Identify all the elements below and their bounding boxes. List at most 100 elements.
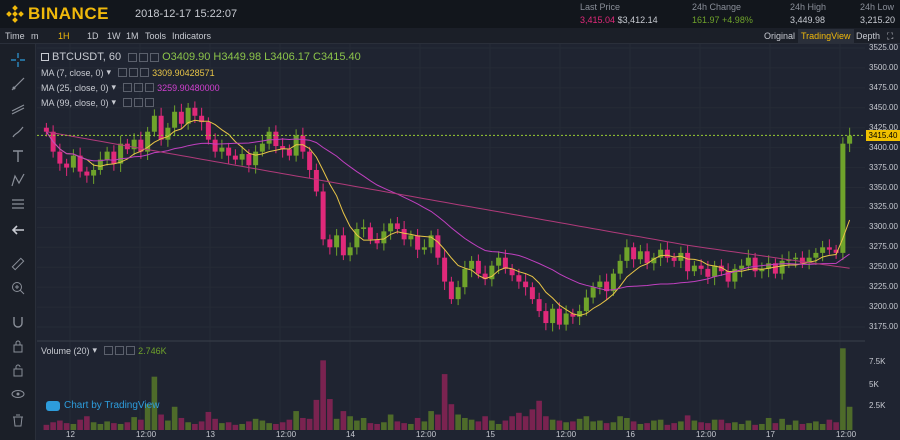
candle-body [847, 135, 853, 144]
volume-bar [509, 416, 515, 430]
trash-icon[interactable] [8, 410, 28, 430]
volume-bar [671, 423, 677, 430]
candle-body [583, 297, 589, 312]
eye-icon[interactable] [8, 384, 28, 404]
ma25-controls[interactable] [123, 83, 155, 92]
fullscreen-icon[interactable]: ⛶ [887, 31, 894, 41]
time-axis[interactable]: 12 12:00 13 12:00 14 12:00 15 12:00 16 12:00 17 12:… [37, 430, 866, 440]
ruler-icon[interactable] [8, 254, 28, 274]
price-tick-label: 3250.00 [869, 262, 898, 272]
tradingview-watermark[interactable]: Chart by TradingView [46, 400, 159, 411]
volume-controls[interactable] [104, 346, 136, 355]
lock-all-icon[interactable] [8, 360, 28, 380]
volume-bar [401, 423, 407, 430]
volume-bar [435, 414, 441, 430]
dropdown-icon[interactable]: ▾ [92, 345, 98, 355]
volume-label[interactable]: Volume (20) [41, 345, 90, 356]
volume-bar [144, 404, 151, 430]
volume-bar [205, 411, 212, 430]
candle-body [158, 115, 164, 140]
volume-legend: Volume (20) ▾ 2.746K [41, 345, 167, 356]
volume-bar [327, 399, 333, 430]
binance-logo[interactable]: BINANCE [6, 4, 109, 24]
candle-body [698, 265, 704, 269]
volume-bar [111, 423, 117, 430]
ohlc-high: H3449.98 [213, 51, 262, 63]
volume-bar [246, 421, 252, 430]
candle-body [840, 143, 846, 253]
last-price-value: 3,415.04 $3,412.14 [580, 15, 658, 25]
candle-body [550, 308, 556, 324]
candle-body [604, 281, 610, 292]
ma25-label[interactable]: MA (25, close, 0) [41, 82, 109, 93]
tradingview-view-button[interactable]: TradingView [798, 29, 854, 43]
time-label[interactable]: Time [5, 31, 25, 41]
candle-body [286, 149, 292, 156]
interval-1d[interactable]: 1D [87, 31, 99, 41]
candle-body [219, 147, 225, 152]
ma7-label[interactable]: MA (7, close, 0) [41, 67, 104, 78]
candle-body [529, 287, 535, 300]
volume-bar [428, 411, 434, 430]
candle-body [685, 252, 691, 272]
interval-1m[interactable]: 1M [126, 31, 139, 41]
symbol-label[interactable]: BTCUSDT, 60 [52, 51, 122, 63]
ma99-controls[interactable] [123, 98, 155, 107]
candle-body [151, 115, 157, 132]
zoom-in-icon[interactable] [8, 278, 28, 298]
text-tool-icon[interactable] [8, 146, 28, 166]
volume-bar [50, 422, 56, 430]
trend-line-icon[interactable] [8, 74, 28, 94]
candle-body [172, 111, 178, 128]
volume-bar [813, 421, 819, 430]
lock-icon[interactable] [8, 336, 28, 356]
dropdown-icon[interactable]: ▾ [111, 82, 117, 92]
depth-view-button[interactable]: Depth [856, 31, 881, 41]
dropdown-icon[interactable]: ▾ [111, 97, 117, 107]
candle-body [165, 127, 171, 140]
original-view-button[interactable]: Original [764, 31, 796, 41]
volume-bar [489, 420, 495, 430]
price-tick-label: 3300.00 [869, 222, 898, 232]
ray-icon[interactable] [8, 98, 28, 118]
ma99-label[interactable]: MA (99, close, 0) [41, 97, 109, 108]
price-chart[interactable] [37, 44, 865, 440]
candle-body [637, 251, 643, 260]
volume-bar [630, 421, 637, 430]
fib-icon[interactable] [8, 194, 28, 214]
volume-bar [448, 404, 455, 430]
volume-bar [779, 418, 785, 430]
volume-bar [354, 420, 360, 430]
ma99-legend: MA (99, close, 0) ▾ [41, 97, 155, 108]
candle-body [340, 235, 346, 256]
volume-bar [77, 419, 83, 430]
candle-body [199, 115, 205, 123]
magnet-icon[interactable] [8, 312, 28, 332]
price-axis[interactable]: 3525.00 3500.00 3475.00 3450.00 3425.00 3400.… [866, 43, 900, 440]
interval-1h[interactable]: 1H [58, 31, 70, 41]
volume-bar [320, 360, 326, 430]
volume-bar [759, 423, 765, 430]
candle-body [327, 239, 333, 248]
back-arrow-icon[interactable] [8, 220, 28, 240]
indicators-menu[interactable]: Indicators [172, 31, 212, 41]
volume-bar [536, 400, 542, 430]
minute-dropdown[interactable]: m [31, 31, 39, 41]
last-price-label: Last Price [580, 2, 621, 12]
volume-bar [792, 420, 799, 430]
volume-bar [482, 416, 488, 430]
dropdown-icon[interactable]: ▾ [106, 67, 112, 77]
crosshair-icon[interactable] [8, 50, 28, 70]
price-tick-label: 3525.00 [869, 43, 898, 52]
tools-menu[interactable]: Tools [145, 31, 167, 41]
ma7-value: 3309.90428571 [152, 67, 215, 78]
candle-body [104, 151, 110, 160]
candle-body [428, 235, 434, 248]
legend-controls[interactable] [128, 52, 160, 62]
interval-1w[interactable]: 1W [107, 31, 121, 41]
pattern-icon[interactable] [8, 170, 28, 190]
brush-icon[interactable] [8, 122, 28, 142]
volume-bar [266, 423, 272, 430]
ma7-controls[interactable] [118, 68, 150, 77]
candle-body [185, 107, 191, 124]
